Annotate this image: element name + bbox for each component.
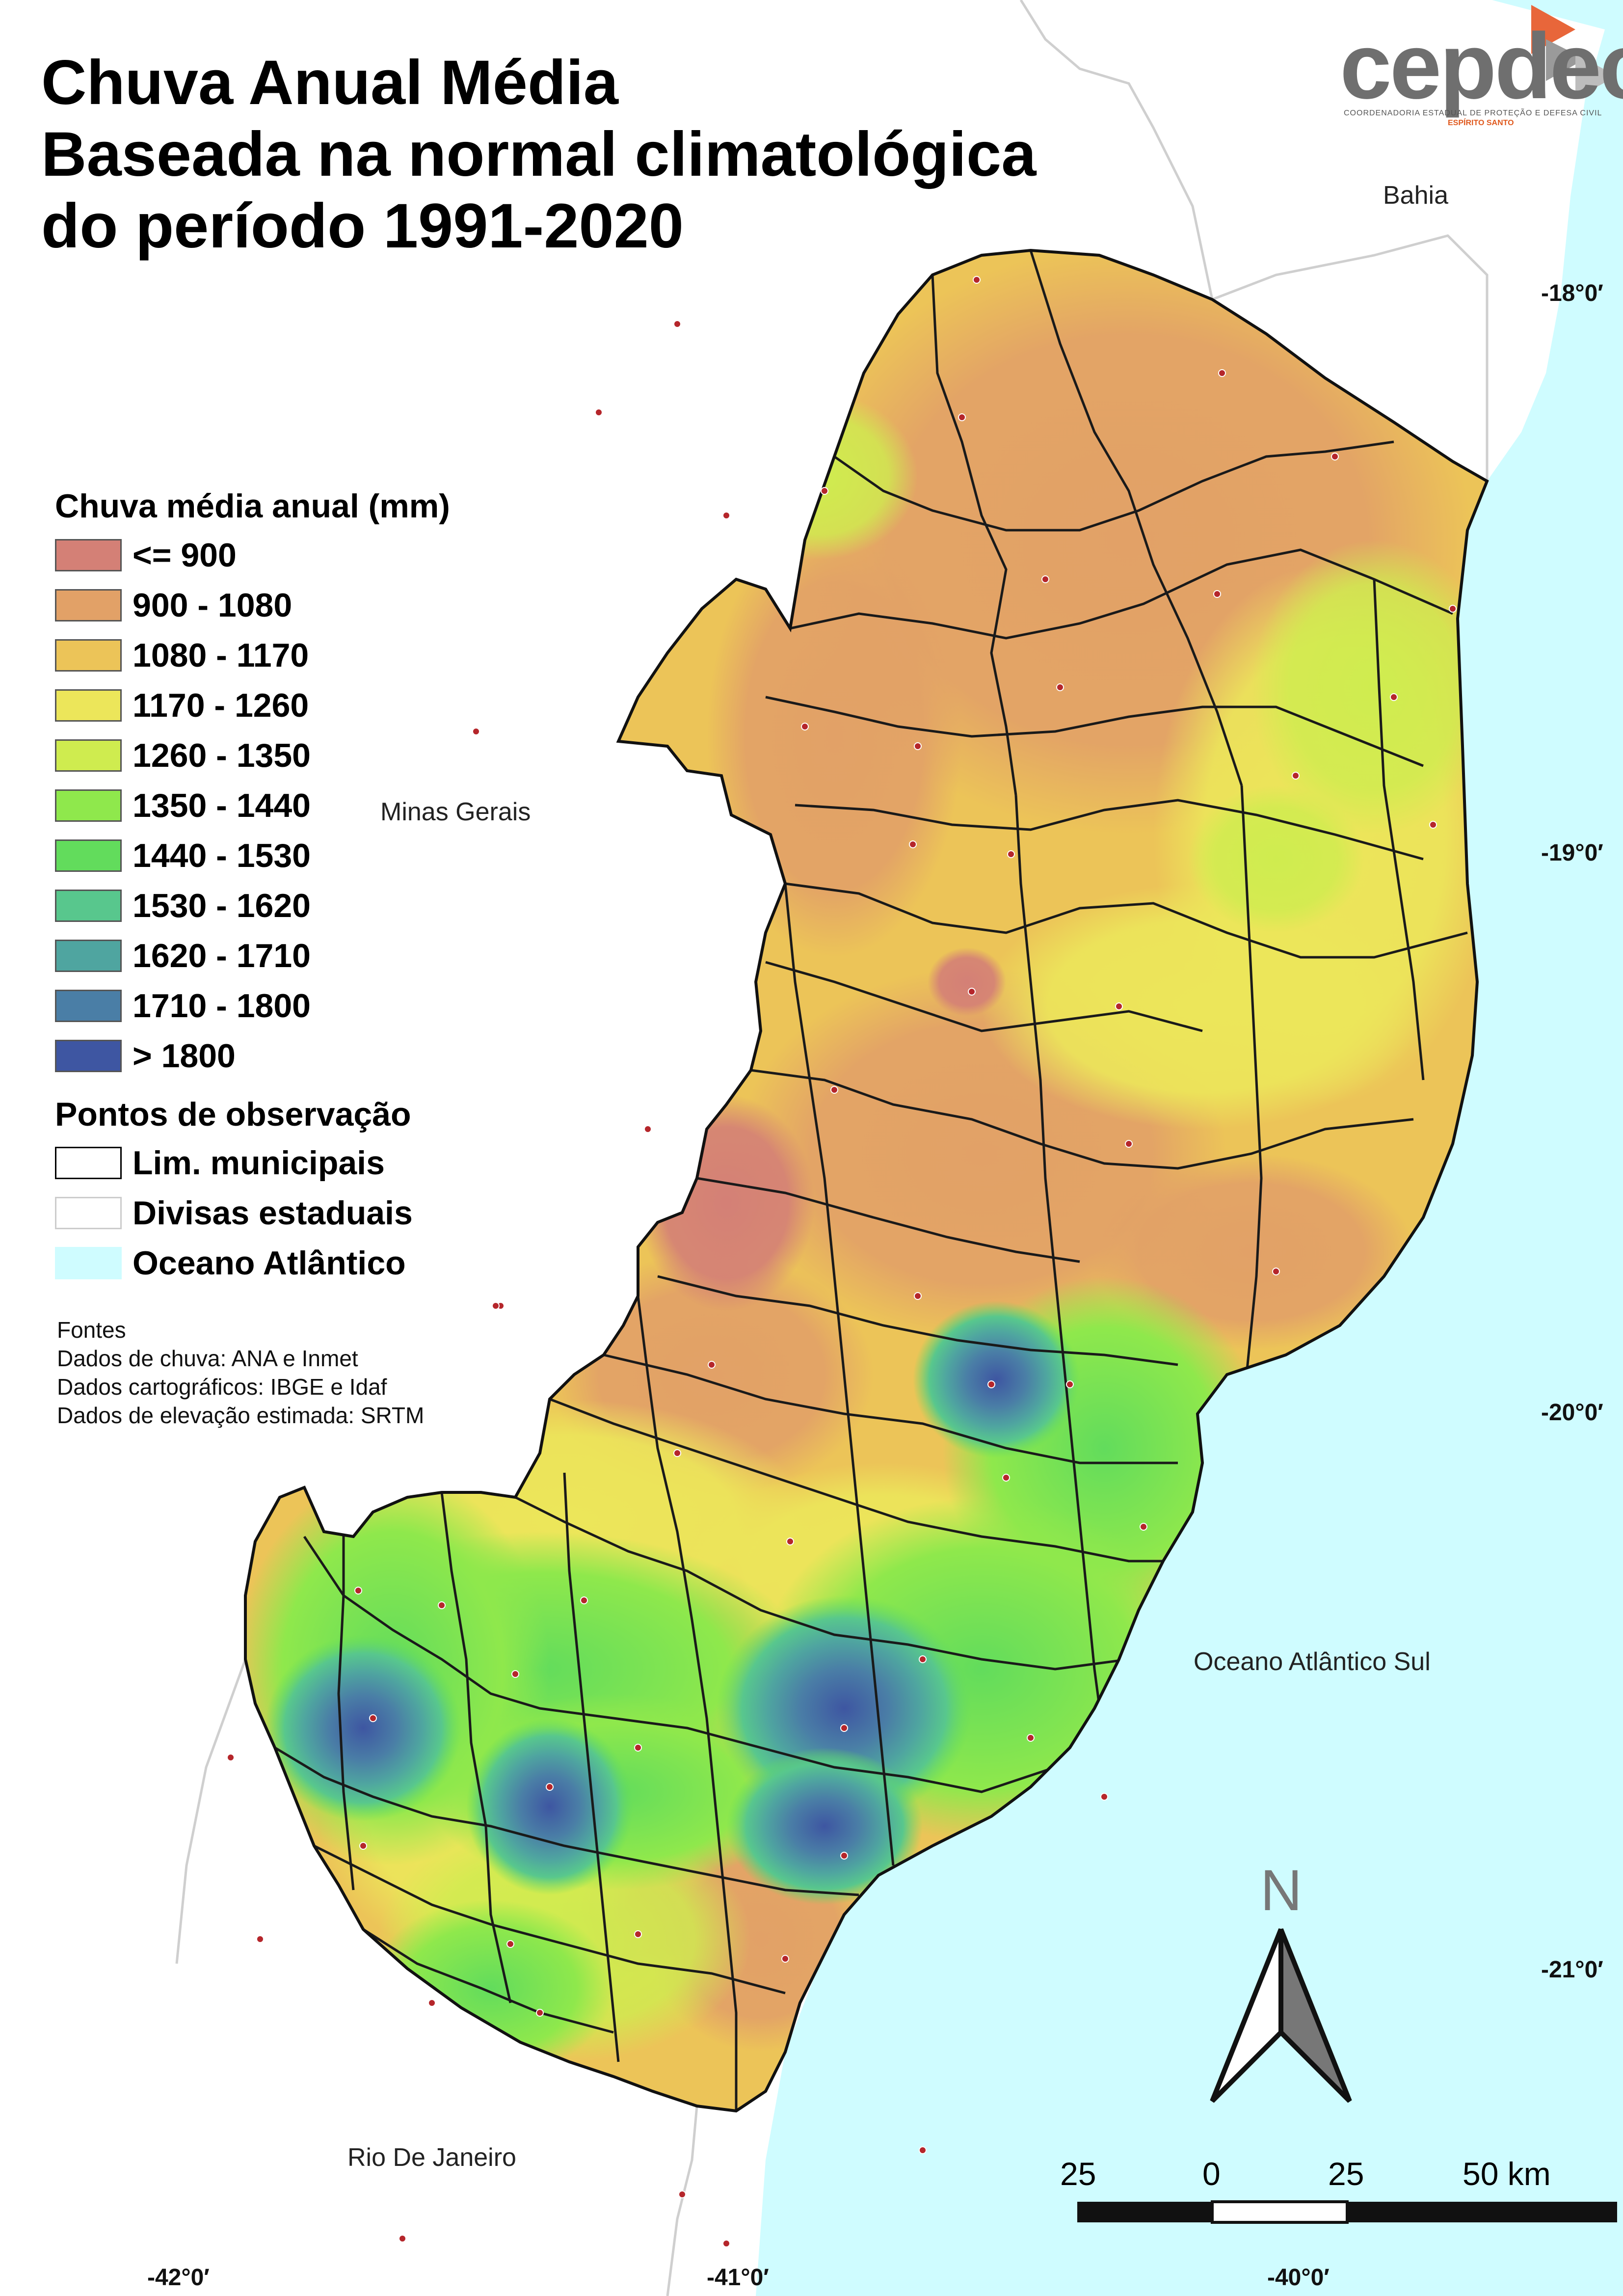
legend-points-title: Pontos de observação [55,1096,411,1133]
legend-class-label: <= 900 [133,537,237,574]
label-bahia: Bahia [1383,181,1448,210]
sources-line-1: Dados de chuva: ANA e Inmet [57,1346,358,1371]
label-ocean: Oceano Atlântico Sul [1194,1648,1431,1676]
lon-label-40: -40°0′ [1267,2265,1330,2291]
legend-swatch [55,1040,122,1072]
map-title: Chuva Anual Média Baseada na normal clim… [41,47,1036,262]
legend-class-label: 900 - 1080 [133,587,293,624]
legend-classes: <= 900 900 - 1080 1080 - 1170 1170 - 1260 12… [55,530,546,1081]
legend-swatch [55,689,122,722]
logo-subtitle-state: ESPÍRITO SANTO [1448,119,1514,127]
lat-label-21: -21°0′ [1541,1957,1603,1983]
sources-title: Fontes [57,1317,126,1343]
lat-label-20: -20°0′ [1541,1400,1603,1426]
scale-label-1: 25 [1060,2156,1096,2192]
north-label: N [1260,1858,1303,1923]
legend-class-row: 1170 - 1260 [55,680,546,730]
logo-text: cepdec [1340,14,1623,118]
north-arrow-icon [1210,1928,1352,2103]
scale-label-4: 50 km [1463,2156,1551,2192]
legend-class-label: 1440 - 1530 [133,837,311,874]
legend-extra-row: Divisas estaduais [55,1188,546,1238]
legend-class-label: 1170 - 1260 [133,687,309,724]
legend-class-label: 1530 - 1620 [133,887,311,924]
legend-swatch [55,990,122,1022]
legend-class-row: 1620 - 1710 [55,931,546,981]
title-line-1: Chuva Anual Média [41,48,618,118]
legend-swatch [55,539,122,571]
sources-line-3: Dados de elevação estimada: SRTM [57,1403,425,1428]
legend-swatch [55,1197,122,1229]
scale-label-3: 25 [1328,2156,1364,2192]
cepdec-logo-icon [1531,5,1617,98]
scale-bar [1077,2200,1617,2224]
legend-extra-label: Lim. municipais [133,1144,385,1182]
legend-swatch [55,589,122,621]
sources-line-2: Dados cartográficos: IBGE e Idaf [57,1374,387,1400]
atlantic-ocean [756,0,1623,2296]
legend-class-label: > 1800 [133,1037,236,1075]
lon-label-42: -42°0′ [147,2265,210,2291]
legend-class-row: 1530 - 1620 [55,881,546,931]
sources: Fontes Dados de chuva: ANA e Inmet Dados… [57,1316,424,1430]
legend-class-label: 1260 - 1350 [133,737,311,774]
legend-swatch [55,639,122,672]
scale-label-2: 0 [1202,2156,1221,2192]
lat-label-19: -19°0′ [1541,840,1603,866]
title-line-2: Baseada na normal climatológica [41,119,1037,189]
legend-class-row: 1440 - 1530 [55,831,546,881]
legend-swatch [55,789,122,822]
legend-class-label: 1620 - 1710 [133,937,311,974]
legend-class-label: 1710 - 1800 [133,987,311,1025]
observation-points [227,276,1457,2247]
logo-subtitle: COORDENADORIA ESTADUAL DE PROTEÇÃO E DEF… [1344,109,1602,117]
legend-swatch [55,739,122,772]
title-line-3: do período 1991-2020 [41,191,684,261]
legend-swatch [55,839,122,872]
legend-class-row: <= 900 [55,530,546,580]
legend-class-row: 1260 - 1350 [55,730,546,781]
state-borders [175,0,1489,2296]
legend-swatch [55,1147,122,1179]
legend-extra-row: Oceano Atlântico [55,1238,546,1288]
legend-swatch [55,1247,122,1279]
lat-label-18: -18°0′ [1541,280,1603,306]
legend-class-row: 1710 - 1800 [55,981,546,1031]
legend-extra-label: Divisas estaduais [133,1194,413,1232]
legend-class-row: 1350 - 1440 [55,781,546,831]
legend-extra: Lim. municipais Divisas estaduais Oceano A… [55,1138,546,1288]
label-minas-gerais: Minas Gerais [380,798,531,826]
legend-extra-label: Oceano Atlântico [133,1244,406,1282]
legend-class-row: > 1800 [55,1031,546,1081]
legend-class-label: 1080 - 1170 [133,637,309,674]
legend-class-row: 1080 - 1170 [55,630,546,680]
legend-swatch [55,890,122,922]
legend-extra-row: Lim. municipais [55,1138,546,1188]
legend-class-label: 1350 - 1440 [133,787,311,824]
legend-class-row: 900 - 1080 [55,580,546,630]
municipal-boundaries [274,250,1468,2111]
lon-label-41: -41°0′ [707,2265,769,2291]
label-rio-de-janeiro: Rio De Janeiro [347,2143,516,2172]
legend-title: Chuva média anual (mm) [55,487,450,525]
legend-swatch [55,940,122,972]
legend: Chuva média anual (mm) <= 900 900 - 1080 1… [55,487,546,1288]
